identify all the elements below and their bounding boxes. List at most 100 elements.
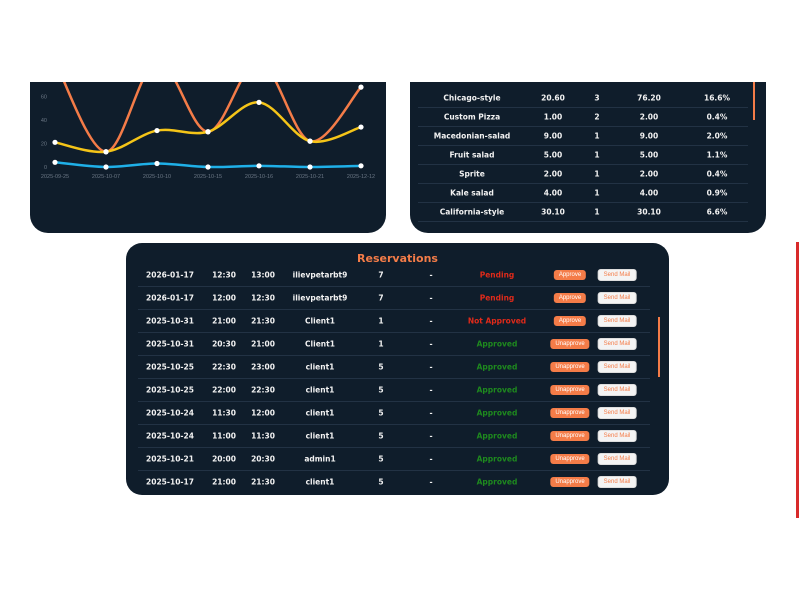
table-cell: Client1: [305, 339, 335, 349]
data-point: [307, 138, 313, 144]
table-cell: 20.60: [541, 93, 565, 103]
table-cell: 1: [594, 188, 600, 198]
row-separator: [418, 221, 748, 222]
table-cell: 5.00: [543, 150, 563, 160]
table-cell: 7: [378, 293, 384, 303]
table-cell: 16.6%: [703, 93, 731, 103]
send-mail-button[interactable]: Send Mail: [597, 384, 637, 396]
row-separator: [138, 355, 650, 356]
table-cell: 5: [378, 385, 384, 395]
table-cell: 1: [594, 150, 600, 160]
table-cell: 5.00: [639, 150, 659, 160]
status: Pending: [479, 270, 515, 280]
data-point: [307, 164, 313, 170]
send-mail-button[interactable]: Send Mail: [597, 361, 637, 373]
send-mail-button[interactable]: Send Mail: [597, 476, 637, 488]
data-point: [154, 160, 160, 167]
table-cell: 5: [378, 408, 384, 418]
table-cell: client1: [305, 431, 335, 441]
action-button[interactable]: Unapprove: [550, 385, 590, 395]
table-cell: -: [429, 270, 433, 280]
data-point: [256, 163, 262, 169]
data-point: [205, 164, 211, 170]
table-cell: 0.9%: [706, 188, 728, 198]
x-tick-label: 2025-10-10: [143, 174, 171, 180]
send-mail-button[interactable]: Send Mail: [597, 453, 637, 465]
row-separator: [418, 183, 748, 184]
scrollbar: [658, 317, 660, 377]
action-button[interactable]: Unapprove: [550, 454, 590, 464]
status: Pending: [479, 293, 515, 303]
chart-panel: 0 20 40 60 2025-09-25 2025-10-07 2025-10-10 202…: [30, 82, 386, 233]
row-separator: [138, 447, 650, 448]
table-cell: 1.00: [543, 112, 563, 122]
table-cell: 4.00: [639, 188, 659, 198]
table-cell: 11:00: [212, 431, 236, 441]
table-cell: 7: [378, 270, 384, 280]
data-point: [256, 99, 262, 105]
x-tick-label: 2025-09-25: [41, 174, 69, 180]
table-cell: 1: [378, 339, 384, 349]
table-cell: Sprite: [459, 169, 485, 179]
action-button[interactable]: Unapprove: [550, 339, 590, 349]
table-cell: Kale salad: [450, 188, 494, 198]
status: Approved: [476, 385, 518, 395]
row-separator: [418, 145, 748, 146]
table-cell: 5: [378, 477, 384, 487]
table-cell: -: [429, 316, 433, 326]
table-cell: 12:00: [212, 293, 236, 303]
table-cell: -: [429, 408, 433, 418]
table-cell: 2025-10-31: [146, 316, 194, 326]
table-cell: 23:00: [251, 362, 275, 372]
send-mail-button[interactable]: Send Mail: [597, 315, 637, 327]
send-mail-button[interactable]: Send Mail: [597, 430, 637, 442]
table-cell: 5: [378, 454, 384, 464]
table-cell: California-style: [439, 207, 505, 217]
table-cell: ilievpetarbt9: [292, 270, 348, 280]
table-cell: Macedonian-salad: [433, 131, 511, 141]
table-cell: 30.10: [541, 207, 565, 217]
table-cell: 20:00: [212, 454, 236, 464]
products-panel: Chicago-style 20.60 3 76.20 16.6% Custom Pizz…: [410, 82, 766, 233]
row-separator: [418, 164, 748, 165]
table-cell: Custom Pizza: [443, 112, 501, 122]
status: Approved: [476, 454, 518, 464]
table-cell: -: [429, 385, 433, 395]
table-cell: 1: [594, 169, 600, 179]
series-line: [54, 101, 362, 154]
action-button[interactable]: Unapprove: [550, 477, 590, 487]
x-tick-label: 2025-10-15: [194, 174, 222, 180]
y-tick-label: 20: [41, 142, 47, 148]
table-cell: 21:30: [251, 316, 275, 326]
send-mail-button[interactable]: Send Mail: [597, 338, 637, 350]
table-cell: 5: [378, 431, 384, 441]
table-cell: 2025-10-31: [146, 339, 194, 349]
action-button[interactable]: Approve: [553, 293, 587, 303]
row-separator: [138, 378, 650, 379]
action-button[interactable]: Unapprove: [550, 408, 590, 418]
table-cell: 1: [594, 207, 600, 217]
table-cell: 5: [378, 362, 384, 372]
action-button[interactable]: Unapprove: [550, 362, 590, 372]
x-tick-label: 2025-10-21: [296, 174, 324, 180]
table-cell: 0.4%: [706, 112, 728, 122]
table-cell: 2025-10-25: [146, 362, 194, 372]
action-button[interactable]: Unapprove: [550, 431, 590, 441]
send-mail-button[interactable]: Send Mail: [597, 269, 637, 281]
table-cell: 21:00: [212, 477, 236, 487]
data-point: [103, 149, 109, 155]
action-button[interactable]: Approve: [553, 316, 587, 326]
x-tick-label: 2025-10-16: [245, 174, 273, 180]
table-cell: 1: [594, 131, 600, 141]
action-button[interactable]: Approve: [553, 270, 587, 280]
send-mail-button[interactable]: Send Mail: [597, 292, 637, 304]
line-chart: 0 20 40 60 2025-09-25 2025-10-07 2025-10-10 202…: [41, 82, 375, 180]
status: Approved: [476, 408, 518, 418]
data-point: [103, 164, 109, 170]
table-cell: -: [429, 477, 433, 487]
send-mail-button[interactable]: Send Mail: [597, 407, 637, 419]
table-cell: -: [429, 362, 433, 372]
table-cell: 4.00: [543, 188, 563, 198]
data-point: [358, 84, 364, 90]
